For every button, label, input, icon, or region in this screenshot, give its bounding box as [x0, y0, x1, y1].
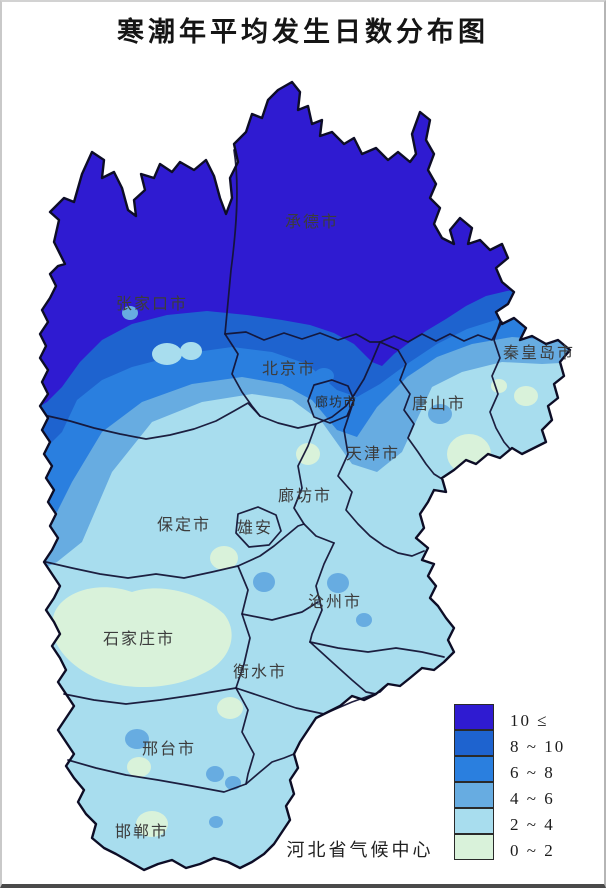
- legend-item-0: 10 ≤: [454, 703, 565, 730]
- spot-4-6: [327, 573, 349, 593]
- city-label-qinhuangdao: 秦皇岛市: [502, 345, 576, 362]
- city-label-chengde: 承德市: [284, 214, 340, 231]
- spot-2-4: [152, 343, 182, 365]
- city-label-tangshan: 唐山市: [411, 396, 467, 413]
- spot-2-4: [180, 342, 202, 360]
- city-label-shijiazhuang: 石家庄市: [102, 631, 176, 648]
- city-label-langfang-enclave: 廊坊市: [314, 394, 358, 410]
- legend-swatch: [454, 781, 494, 808]
- legend-label: 10 ≤: [510, 711, 549, 730]
- spot-4-6: [356, 613, 372, 627]
- legend: 10 ≤ 8 ~ 10 6 ~ 8 4 ~ 6 2 ~ 4 0 ~ 2: [454, 703, 566, 860]
- legend-swatch: [454, 755, 494, 782]
- legend-swatch: [454, 833, 494, 860]
- spot-4-6: [209, 816, 223, 828]
- patch-0-2-shijiazhuang: [52, 587, 232, 688]
- spot-4-6: [206, 766, 224, 782]
- spot-0-2: [514, 386, 538, 406]
- legend-label: 6 ~ 8: [510, 763, 555, 782]
- spot-0-2: [136, 811, 168, 837]
- city-label-baoding: 保定市: [156, 517, 212, 534]
- city-label-tianjin: 天津市: [345, 446, 401, 463]
- legend-swatch: [454, 807, 494, 834]
- city-label-cangzhou: 沧州市: [307, 594, 363, 611]
- city-label-xingtai: 邢台市: [141, 741, 197, 758]
- page-title: 寒潮年平均发生日数分布图: [117, 17, 489, 47]
- legend-label: 4 ~ 6: [510, 789, 555, 808]
- legend-swatch: [454, 729, 494, 756]
- legend-item-5: 0 ~ 2: [454, 833, 565, 860]
- legend-label: 2 ~ 4: [510, 815, 555, 834]
- city-label-handan: 邯郸市: [114, 824, 170, 841]
- province-outline: [38, 80, 572, 872]
- spot-0-2: [217, 697, 243, 719]
- city-label-langfang: 廊坊市: [277, 488, 333, 505]
- credit-text: 河北省气候中心: [286, 840, 434, 860]
- legend-item-2: 6 ~ 8: [454, 755, 565, 782]
- spot-4-6: [253, 572, 275, 592]
- legend-label: 8 ~ 10: [510, 737, 566, 756]
- spot-0-2: [210, 546, 238, 570]
- spot-4-6: [125, 729, 149, 749]
- city-label-zhangjiakou: 张家口市: [115, 296, 189, 313]
- spot-4-6: [122, 306, 138, 320]
- legend-swatch: [454, 703, 494, 730]
- city-label-hengshui: 衡水市: [232, 664, 288, 681]
- legend-item-1: 8 ~ 10: [454, 729, 566, 756]
- spot-4-6: [428, 404, 452, 424]
- city-label-beijing: 北京市: [261, 361, 317, 378]
- legend-item-3: 4 ~ 6: [454, 781, 565, 808]
- city-label-xiongan: 雄安: [236, 520, 274, 537]
- legend-item-4: 2 ~ 4: [454, 807, 565, 834]
- spot-0-2: [127, 757, 151, 777]
- legend-label: 0 ~ 2: [510, 841, 555, 860]
